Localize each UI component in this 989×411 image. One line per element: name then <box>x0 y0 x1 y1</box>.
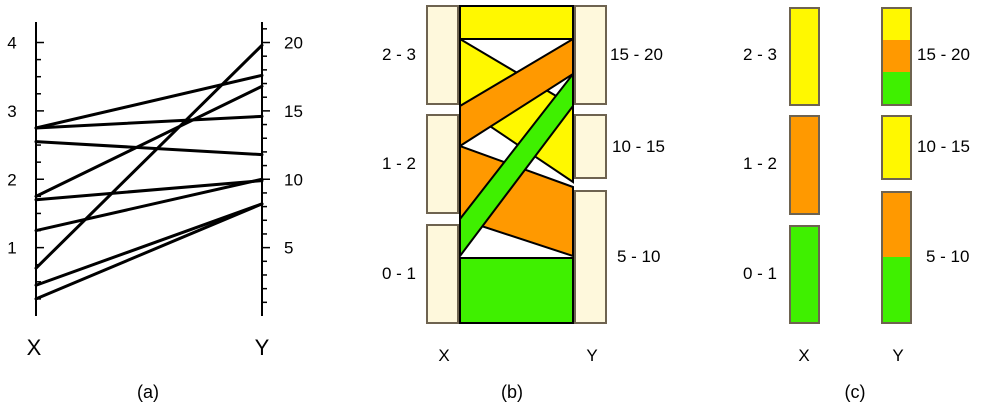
panel-c-x-bar-1-2 <box>789 115 820 215</box>
panel-b-y-group-label: 5 - 10 <box>617 247 660 266</box>
polyline-record-9 <box>34 202 264 301</box>
polyline-record-3 <box>34 140 264 157</box>
panel-c-y-group-label: 15 - 20 <box>917 45 970 64</box>
segment-green <box>882 72 911 105</box>
panel-a-caption: (a) <box>137 382 159 402</box>
y-tick-label: 5 <box>284 239 293 258</box>
y-tick-label: 20 <box>284 34 303 53</box>
segment-yellow <box>882 8 911 40</box>
segment-orange <box>882 40 911 72</box>
panel-b-x-axis-name: X <box>438 346 449 365</box>
panel-b-y-box-5-10 <box>574 190 607 324</box>
polyline-record-4 <box>34 84 264 198</box>
panel-b-x-group-label: 0 - 1 <box>382 264 416 283</box>
bar-outline <box>881 191 912 324</box>
panel-c-x-bar-2-3 <box>789 7 820 106</box>
segment-orange <box>882 192 911 257</box>
polyline-record-7 <box>34 43 264 270</box>
panel-b-y-axis-name: Y <box>586 346 597 365</box>
panel-c-y-group-label: 5 - 10 <box>926 247 969 266</box>
panel-c-caption: (c) <box>845 382 866 402</box>
segment-yellow <box>881 115 912 180</box>
panel-b-y-box-15-20 <box>574 5 607 105</box>
panel-c-x-group-label: 1 - 2 <box>743 154 777 173</box>
y-tick-label: 15 <box>284 102 303 121</box>
panel-c-x-bar-0-1 <box>789 225 820 324</box>
panel-b-y-box-10-15 <box>574 114 607 179</box>
flow-0-1-to-15-20 <box>459 71 574 259</box>
panel-b-x-box-1-2 <box>426 114 459 214</box>
panel-c-y-bar-15-20 <box>881 7 912 106</box>
x-tick-label: 4 <box>7 34 16 53</box>
x-tick-label: 1 <box>7 239 16 258</box>
panel-b-x-group-label: 1 - 2 <box>382 154 416 173</box>
polyline-record-5 <box>34 179 264 202</box>
panel-a-ticks <box>36 28 270 304</box>
panel-b-y-group-label: 10 - 15 <box>612 137 665 156</box>
panel-b-x-box-2-3 <box>426 5 459 105</box>
panel-b-y-group-label: 15 - 20 <box>610 45 663 64</box>
panel-a-x-axis-name: X <box>27 335 42 360</box>
y-tick-label: 10 <box>284 170 303 189</box>
panel-c-y-axis-name: Y <box>892 346 903 365</box>
polyline-record-6 <box>34 177 264 233</box>
bar-outline <box>881 7 912 106</box>
flow-0-1-to-5-10 <box>459 257 574 324</box>
panel-c-stacked-bars: 2 - 3 1 - 2 0 - 1 15 - 20 10 - 15 5 - 10… <box>743 7 970 402</box>
panel-b-x-box-0-1 <box>426 224 459 324</box>
panel-c-y-bar-10-15 <box>881 115 912 180</box>
polyline-record-8 <box>34 202 264 287</box>
panel-a-lines <box>34 43 264 301</box>
flow-1-2-to-5-10 <box>459 144 574 258</box>
x-tick-label: 3 <box>7 102 16 121</box>
panel-c-x-group-label: 0 - 1 <box>743 264 777 283</box>
panel-c-x-axis-name: X <box>798 346 809 365</box>
panel-c-y-bar-5-10 <box>881 191 912 324</box>
panel-b-x-group-label: 2 - 3 <box>382 45 416 64</box>
panel-c-x-group-label: 2 - 3 <box>743 45 777 64</box>
segment-green <box>882 257 911 323</box>
x-tick-label: 2 <box>7 170 16 189</box>
flow-2-3-to-15-20 <box>459 5 574 40</box>
panel-b-grouped-flows: 2 - 3 1 - 2 0 - 1 15 - 20 10 - 15 5 - 10… <box>382 5 665 402</box>
panel-c-y-group-label: 10 - 15 <box>917 137 970 156</box>
polyline-record-2 <box>34 114 264 130</box>
panel-b-caption: (b) <box>501 382 523 402</box>
panel-a-tick-labels: 1 2 3 4 5 10 15 20 <box>7 34 303 258</box>
panel-a-y-axis-name: Y <box>255 335 270 360</box>
panel-a-parallel-coordinates: 1 2 3 4 5 10 15 20 X Y (a) <box>7 22 303 402</box>
